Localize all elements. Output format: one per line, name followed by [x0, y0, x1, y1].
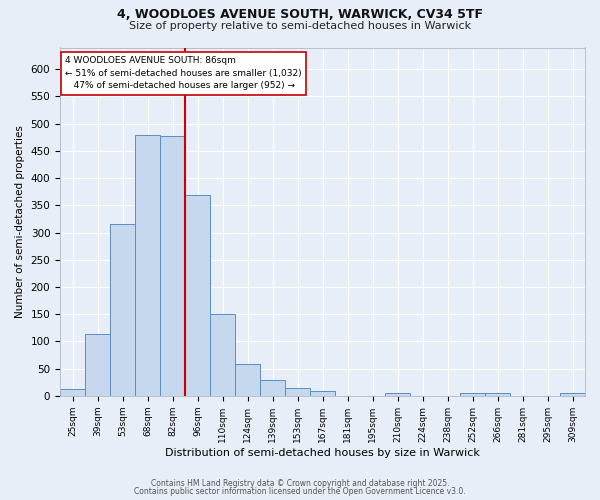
Bar [260, 380, 285, 396]
Bar [110, 224, 135, 396]
Bar [285, 388, 310, 396]
Bar [185, 195, 210, 396]
Bar [235, 364, 260, 396]
Bar [485, 393, 510, 396]
Bar [560, 393, 585, 396]
Text: 4, WOODLOES AVENUE SOUTH, WARWICK, CV34 5TF: 4, WOODLOES AVENUE SOUTH, WARWICK, CV34 … [117, 8, 483, 20]
Bar [85, 334, 110, 396]
Text: Contains public sector information licensed under the Open Government Licence v3: Contains public sector information licen… [134, 487, 466, 496]
Text: Contains HM Land Registry data © Crown copyright and database right 2025.: Contains HM Land Registry data © Crown c… [151, 478, 449, 488]
Bar [385, 393, 410, 396]
Bar [310, 391, 335, 396]
Text: 4 WOODLOES AVENUE SOUTH: 86sqm
← 51% of semi-detached houses are smaller (1,032): 4 WOODLOES AVENUE SOUTH: 86sqm ← 51% of … [65, 56, 302, 90]
X-axis label: Distribution of semi-detached houses by size in Warwick: Distribution of semi-detached houses by … [165, 448, 480, 458]
Bar [60, 389, 85, 396]
Bar [210, 314, 235, 396]
Y-axis label: Number of semi-detached properties: Number of semi-detached properties [15, 125, 25, 318]
Bar [135, 134, 160, 396]
Bar [160, 136, 185, 396]
Bar [460, 392, 485, 396]
Text: Size of property relative to semi-detached houses in Warwick: Size of property relative to semi-detach… [129, 21, 471, 31]
